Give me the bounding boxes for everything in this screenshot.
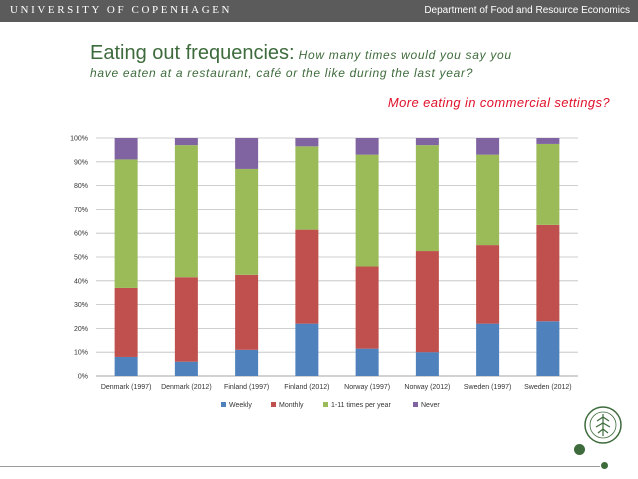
slide-subtitle: More eating in commercial settings? — [387, 95, 610, 110]
bar-segment — [174, 145, 198, 278]
bar-segment — [174, 138, 198, 146]
bar-segment — [476, 323, 500, 376]
legend-swatch — [221, 402, 226, 407]
y-tick-label: 60% — [74, 231, 88, 238]
header-bar: UNIVERSITY OF COPENHAGEN Department of F… — [0, 0, 638, 22]
bar-segment — [295, 146, 319, 230]
decorative-dot-large — [574, 444, 585, 455]
x-tick-label: Norway (1997) — [344, 384, 390, 391]
y-tick-label: 30% — [74, 302, 88, 309]
title-main: Eating out frequencies: — [90, 42, 295, 64]
bar-segment — [295, 138, 319, 147]
bar-segment — [415, 138, 439, 146]
bar-segment — [355, 138, 379, 155]
y-tick-label: 0% — [78, 374, 88, 381]
legend-label: 1-11 times per year — [331, 402, 391, 409]
bar-segment — [536, 224, 560, 322]
bar-segment — [536, 138, 560, 144]
y-tick-label: 40% — [74, 278, 88, 285]
bar-segment — [536, 143, 560, 225]
bar-segment — [355, 348, 379, 376]
bar-segment — [476, 154, 500, 246]
bar-segment — [415, 352, 439, 376]
bar-segment — [295, 229, 319, 324]
y-tick-label: 70% — [74, 207, 88, 214]
legend-label: Never — [421, 402, 440, 409]
university-name: UNIVERSITY OF COPENHAGEN — [10, 4, 233, 16]
university-seal-logo — [583, 405, 623, 445]
bar-segment — [114, 287, 138, 357]
title-question-1: How many times would you say you — [294, 48, 512, 62]
x-tick-label: Denmark (2012) — [161, 384, 212, 391]
legend-label: Weekly — [229, 402, 252, 409]
bar-segment — [235, 168, 259, 275]
x-tick-label: Sweden (2012) — [524, 384, 571, 391]
bar-segment — [355, 154, 379, 267]
legend-swatch — [413, 402, 418, 407]
x-tick-label: Finland (2012) — [284, 384, 329, 391]
bar-segment — [174, 277, 198, 362]
x-tick-label: Norway (2012) — [404, 384, 450, 391]
bar-segment — [235, 274, 259, 350]
y-tick-label: 90% — [74, 159, 88, 166]
y-tick-label: 50% — [74, 255, 88, 262]
legend-swatch — [323, 402, 328, 407]
footer-divider — [0, 466, 600, 467]
x-tick-label: Denmark (1997) — [101, 384, 152, 391]
bar-segment — [476, 245, 500, 324]
bar-segment — [174, 361, 198, 376]
slide-title: Eating out frequencies: How many times w… — [90, 42, 610, 82]
title-question-2: have eaten at a restaurant, café or the … — [90, 66, 474, 81]
bar-segment — [476, 138, 500, 155]
y-tick-label: 80% — [74, 183, 88, 190]
legend-label: Monthly — [279, 402, 304, 409]
bar-segment — [415, 145, 439, 252]
y-tick-label: 100% — [70, 136, 88, 143]
decorative-dot-small — [601, 462, 608, 469]
bar-segment — [114, 356, 138, 376]
y-tick-label: 10% — [74, 350, 88, 357]
x-tick-label: Sweden (1997) — [464, 384, 511, 391]
bar-segment — [114, 138, 138, 160]
bar-segment — [235, 138, 259, 169]
bar-segment — [355, 266, 379, 349]
y-tick-label: 20% — [74, 326, 88, 333]
department-name: Department of Food and Resource Economic… — [424, 5, 630, 16]
bar-segment — [295, 323, 319, 376]
bar-segment — [114, 159, 138, 288]
bar-segment — [536, 321, 560, 376]
legend-swatch — [271, 402, 276, 407]
bar-segment — [415, 251, 439, 353]
bar-segment — [235, 349, 259, 376]
x-tick-label: Finland (1997) — [224, 384, 269, 391]
